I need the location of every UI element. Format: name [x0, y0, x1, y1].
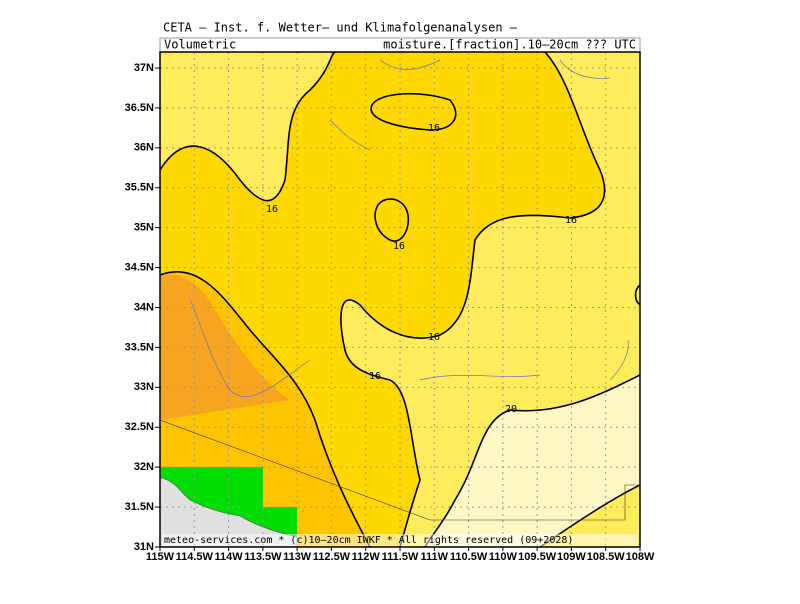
- lon-label: 110W: [489, 551, 518, 563]
- contour: [424, 374, 640, 547]
- land: [160, 477, 298, 547]
- contour: [160, 52, 336, 202]
- lat-label: 36N: [134, 142, 154, 154]
- contour-label: 16: [393, 241, 405, 252]
- lat-label: 35N: [134, 222, 154, 234]
- lat-label: 34N: [134, 301, 154, 313]
- lat-label: 32N: [134, 461, 154, 473]
- contour-label: 16: [428, 332, 440, 343]
- lat-label: 31.5N: [125, 501, 154, 513]
- contour: [370, 92, 457, 131]
- contour: [374, 198, 410, 242]
- contour-label: 16: [565, 215, 577, 226]
- title: CETA — Inst. f. Wetter— und Klimafolgena…: [163, 21, 518, 35]
- lon-label: 111W: [421, 551, 449, 563]
- lat-label: 36.5N: [125, 102, 154, 114]
- fill-cream: [425, 375, 640, 547]
- lon-label: 110.5W: [450, 551, 488, 563]
- subtitle-right: moisture.[fraction].10—20cm ??? UTC: [383, 38, 636, 52]
- lon-label: 111.5W: [382, 551, 419, 563]
- contour-label: 16: [369, 371, 381, 382]
- lon-label: 114.5W: [176, 551, 214, 563]
- map-fill: [160, 52, 640, 547]
- contour: [340, 52, 606, 547]
- contour: [634, 284, 640, 306]
- lon-label: 115W: [146, 551, 175, 563]
- lon-label: 113.5W: [244, 551, 282, 563]
- lon-label: 112W: [352, 551, 381, 563]
- contour-label: 16: [428, 123, 440, 134]
- footer: meteo-services.com * (c)10—20cm IWKF * A…: [164, 535, 573, 546]
- contour-label: 16: [266, 204, 278, 215]
- contour-label: 20: [505, 404, 517, 415]
- lon-label: 109W: [557, 551, 586, 563]
- lon-label: 112.5W: [313, 551, 351, 563]
- boundary: [160, 419, 640, 521]
- footer-bg: [162, 534, 638, 546]
- lon-label: 114W: [215, 551, 244, 563]
- lat-label: 33N: [134, 381, 154, 393]
- lon-label: 108.5W: [587, 551, 626, 563]
- lat-label: 37N: [134, 62, 154, 74]
- river: [189, 59, 629, 397]
- contour: [160, 270, 371, 547]
- lon-label: 109.5W: [518, 551, 557, 563]
- lat-label: 33.5N: [125, 341, 154, 353]
- lat-label: 31N: [134, 541, 154, 553]
- lat-label: 32.5N: [125, 421, 154, 433]
- lat-label: 34.5N: [125, 261, 154, 273]
- lon-label: 108W: [626, 551, 655, 563]
- lon-label: 113W: [283, 551, 312, 563]
- subtitle-left: Volumetric: [164, 38, 236, 52]
- lat-label: 35.5N: [125, 182, 154, 194]
- fill-orange: [160, 274, 290, 420]
- grid: [160, 52, 640, 547]
